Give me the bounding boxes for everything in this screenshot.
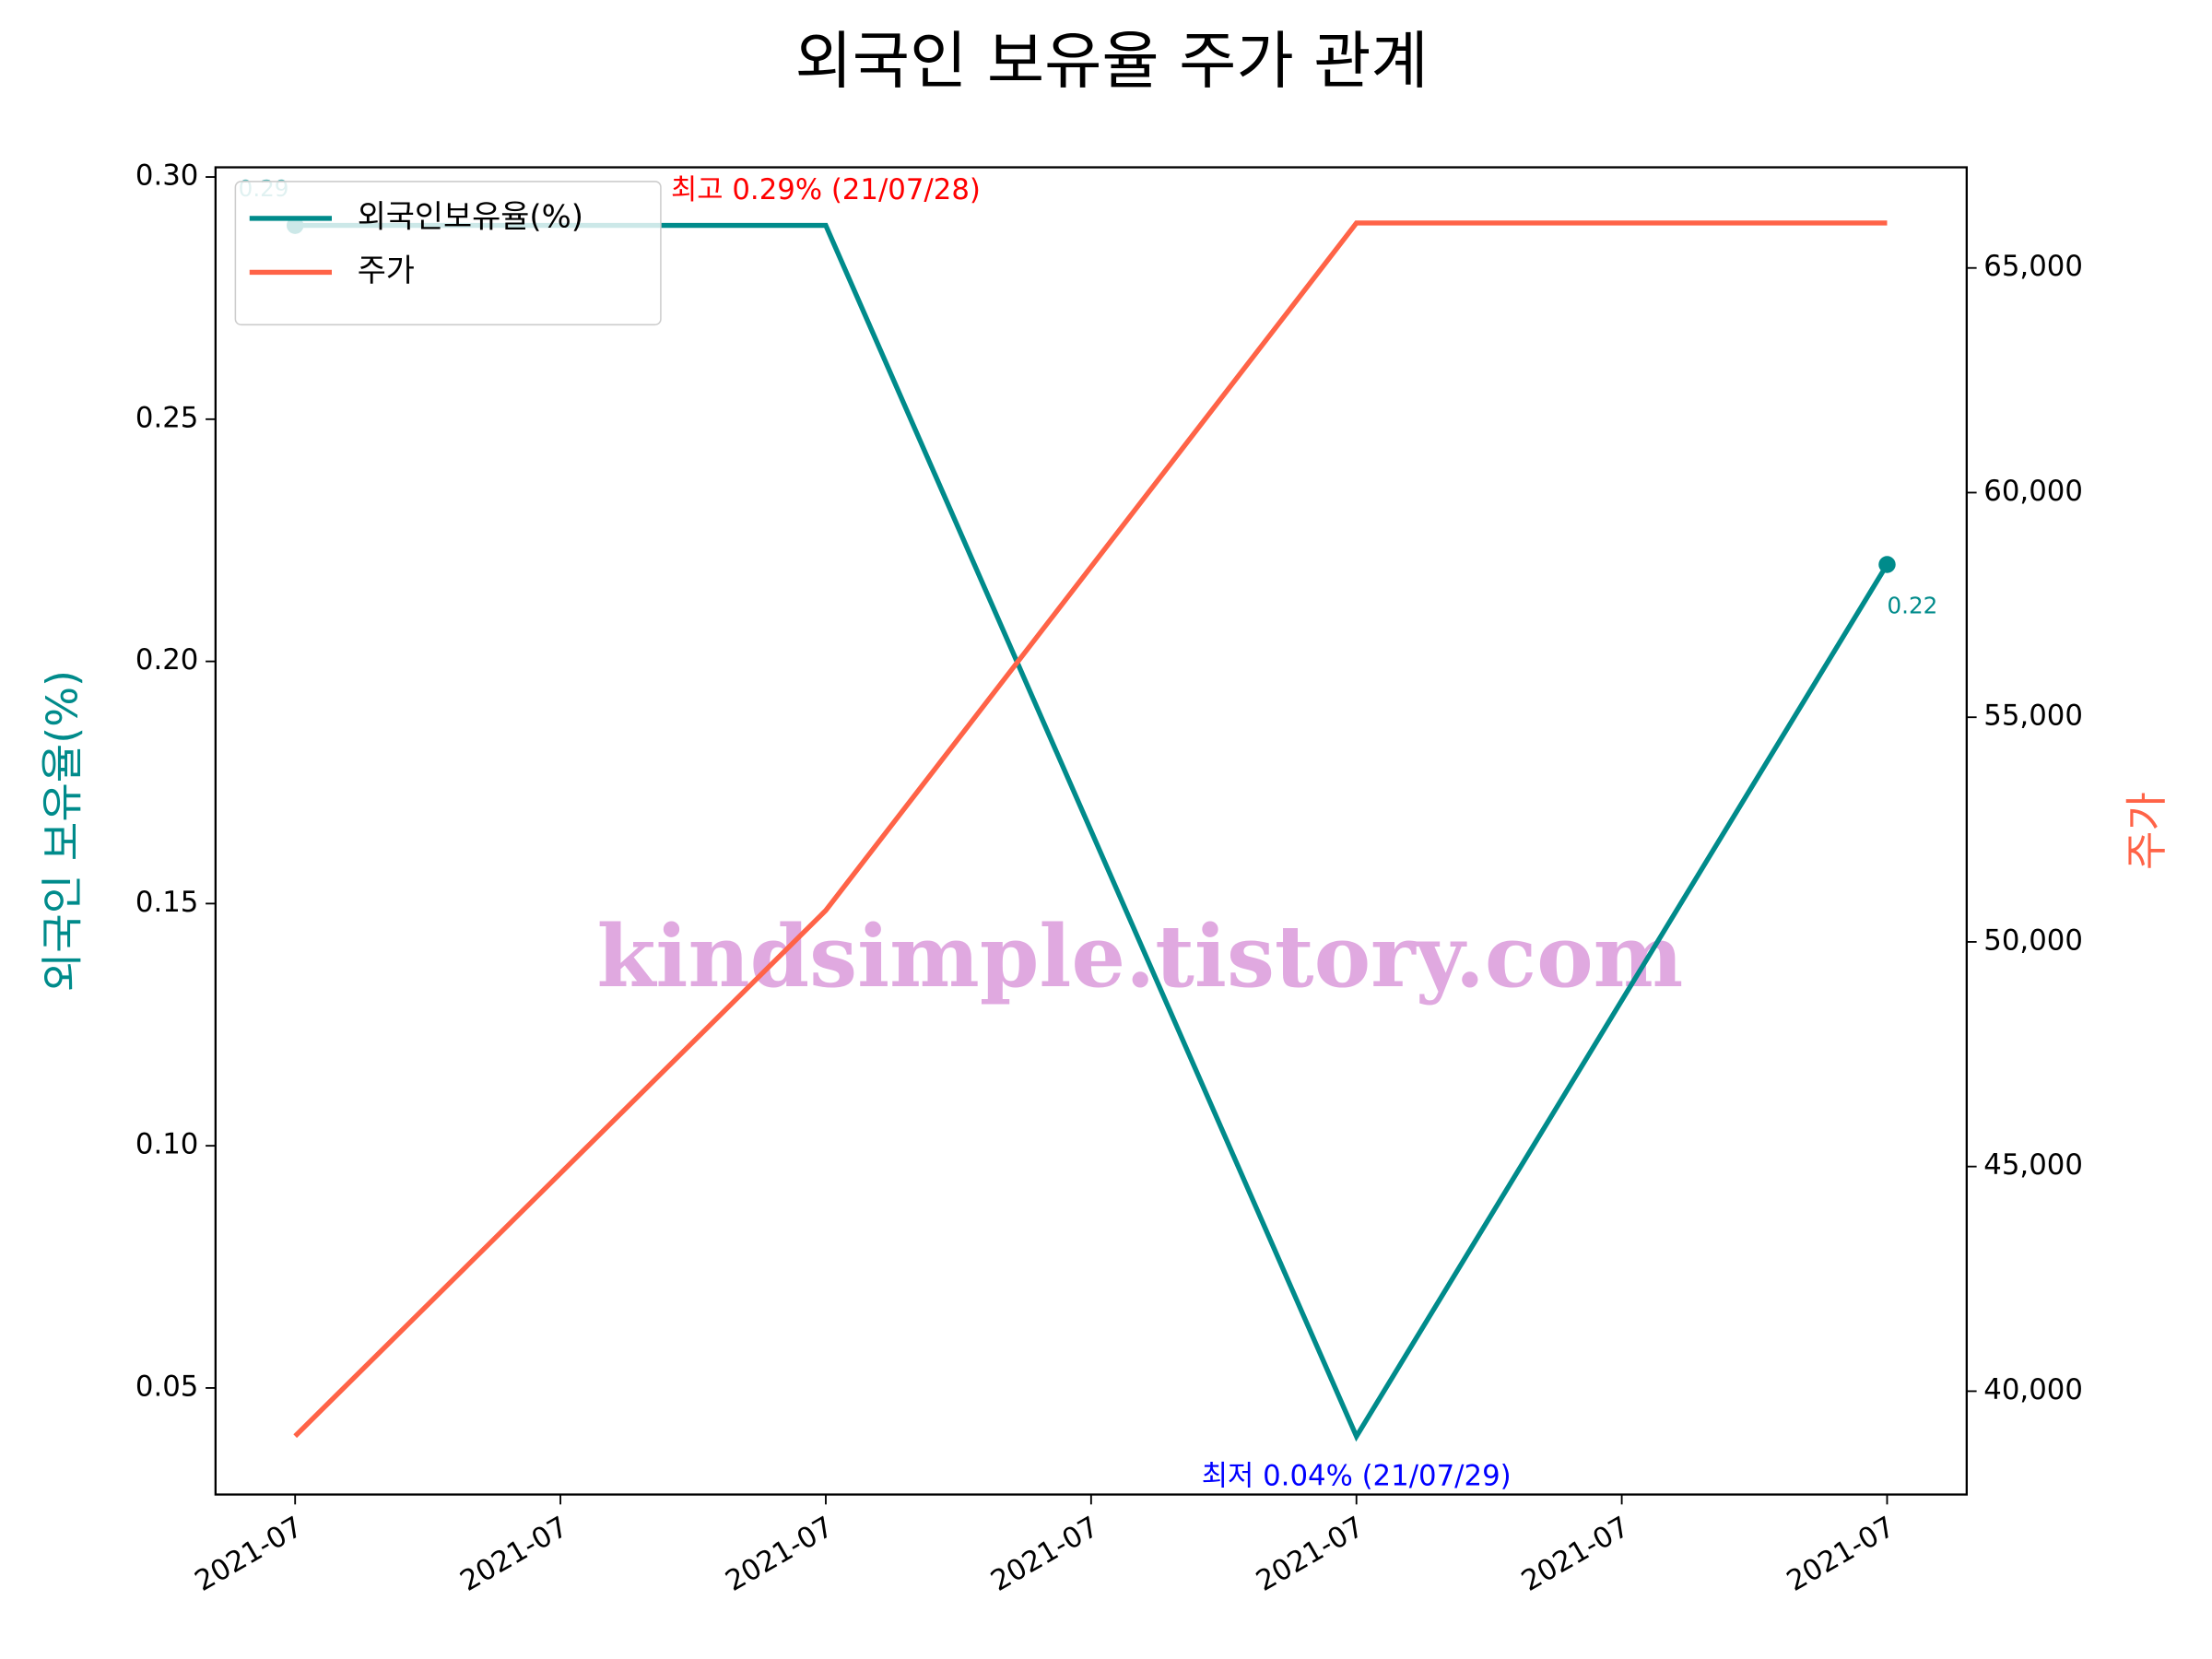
y-tick-label: 0.30 — [135, 159, 198, 193]
chart-title: 외국인 보유율 주가 관계 — [795, 24, 1429, 97]
y2-tick-label: 40,000 — [1983, 1373, 2083, 1406]
annotation: 최고 0.29% (21/07/28) — [671, 173, 981, 206]
y-tick-label: 0.25 — [135, 401, 198, 434]
y-tick-label: 0.05 — [135, 1370, 198, 1403]
y-tick-label: 0.15 — [135, 886, 198, 919]
y-tick-label: 0.10 — [135, 1128, 198, 1161]
y2-axis-label: 주가 — [2122, 792, 2171, 870]
y-axis-label: 외국인 보유율(%) — [37, 670, 87, 992]
y2-tick-label: 65,000 — [1983, 250, 2083, 283]
annotation: 최저 0.04% (21/07/29) — [1202, 1460, 1512, 1493]
y2-tick-label: 45,000 — [1983, 1148, 2083, 1182]
watermark: kindsimple.tistory.com — [596, 906, 1683, 1006]
legend: 외국인보유율(%) 주가 — [234, 181, 662, 326]
y2-tick-label: 60,000 — [1983, 475, 2083, 508]
value-label: 0.22 — [1887, 593, 1937, 619]
y2-tick-label: 50,000 — [1983, 924, 2083, 957]
end-marker — [1878, 556, 1896, 573]
y2-tick-label: 55,000 — [1983, 700, 2083, 733]
y-tick-label: 0.20 — [135, 643, 198, 677]
legend-box — [234, 181, 662, 326]
series-line — [293, 220, 1888, 1439]
legend-label: 외국인보유율(%) — [358, 198, 583, 234]
plot-frame — [214, 166, 1968, 1496]
legend-label: 주가 — [358, 253, 415, 288]
